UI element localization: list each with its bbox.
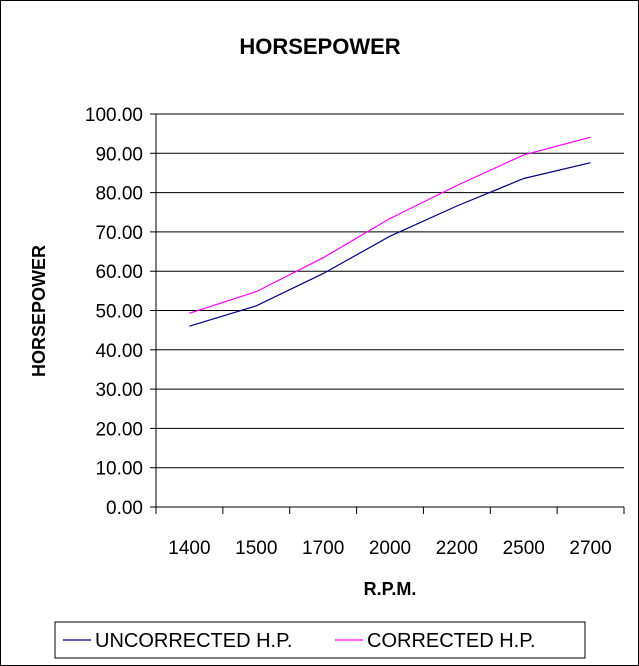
legend: UNCORRECTED H.P. CORRECTED H.P. (54, 621, 586, 659)
y-tick-label: 10.00 (95, 459, 143, 480)
y-tick-label: 100.00 (85, 105, 143, 126)
x-tick-label: 1500 (235, 538, 277, 559)
x-tick-label: 2200 (436, 538, 478, 559)
x-tick-label: 2700 (569, 538, 611, 559)
y-tick-label: 60.00 (95, 262, 143, 283)
legend-label: UNCORRECTED H.P. (95, 630, 292, 652)
chart-title: HORSEPOWER (239, 34, 400, 59)
gridlines (156, 113, 624, 469)
y-tick-label: 50.00 (95, 302, 143, 323)
x-tick-label: 2000 (369, 538, 411, 559)
y-tick-label: 70.00 (95, 223, 143, 244)
y-axis-title: HORSEPOWER (29, 245, 49, 377)
y-tick-label: 0.00 (106, 498, 143, 519)
x-tick-label: 2500 (503, 538, 545, 559)
y-tick-label: 90.00 (95, 144, 143, 165)
series-lines (189, 136, 591, 327)
y-tick-label: 80.00 (95, 184, 143, 205)
legend-label: CORRECTED H.P. (367, 630, 536, 652)
legend-box (54, 621, 586, 659)
series-line-0 (189, 162, 591, 327)
x-tick-labels: 1400 1500 1700 2000 2200 2500 2700 (168, 538, 611, 559)
x-tick-label: 1400 (168, 538, 210, 559)
y-tick-label: 30.00 (95, 380, 143, 401)
y-tick-labels: 0.00 10.00 20.00 30.00 40.00 50.00 60.00 70.00 8… (85, 105, 143, 519)
x-tick-label: 1700 (302, 538, 344, 559)
y-tick-label: 20.00 (95, 419, 143, 440)
x-axis-title: R.P.M. (364, 579, 417, 599)
series-line-1 (189, 136, 591, 314)
axes (150, 113, 625, 514)
y-tick-label: 40.00 (95, 341, 143, 362)
